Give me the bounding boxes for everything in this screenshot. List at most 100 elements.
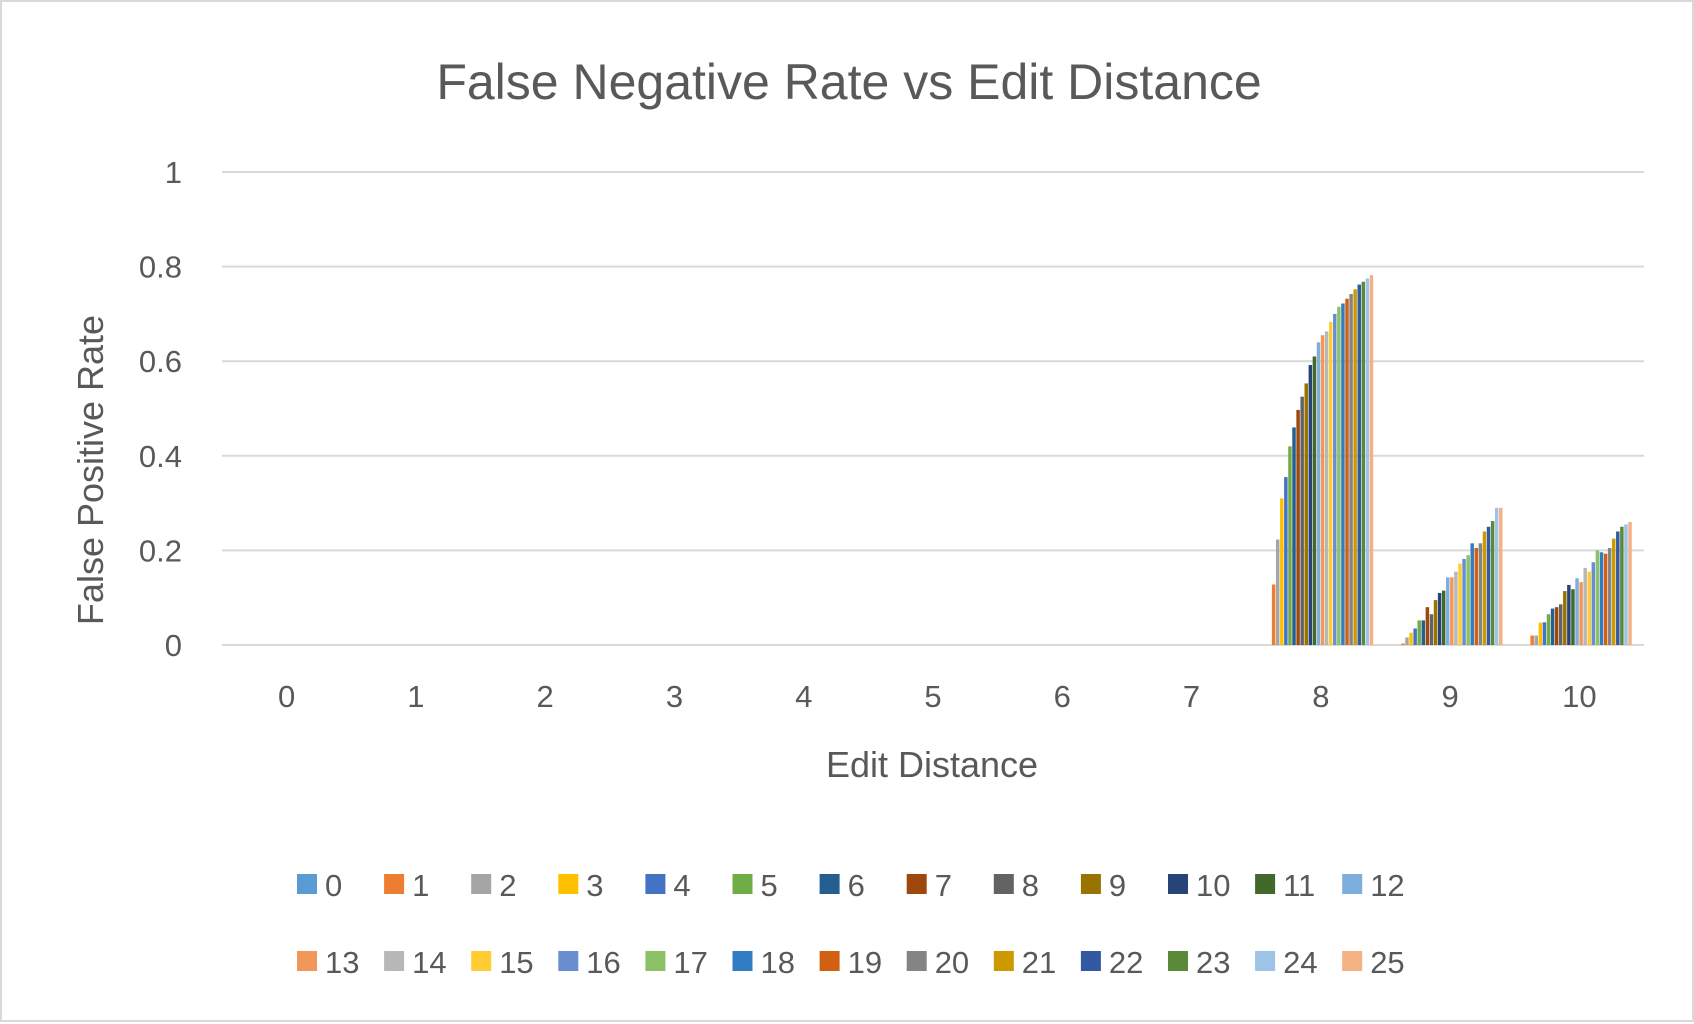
bar-series-22-cat-10 xyxy=(1616,531,1620,645)
legend-label: 11 xyxy=(1283,868,1315,903)
bar-series-24-cat-10 xyxy=(1624,524,1628,645)
bar-series-12-cat-9 xyxy=(1446,577,1450,645)
legend-item: 11 xyxy=(1255,868,1315,903)
legend-item: 0 xyxy=(297,868,342,903)
bar-series-8-cat-8 xyxy=(1300,396,1304,645)
legend-label: 20 xyxy=(935,945,969,980)
bar-series-16-cat-10 xyxy=(1591,562,1596,645)
bar-series-14-cat-10 xyxy=(1583,567,1587,645)
y-tick-label: 0 xyxy=(165,628,182,663)
legend-item: 14 xyxy=(384,945,447,980)
legend-label: 22 xyxy=(1109,945,1143,980)
legend-item: 16 xyxy=(558,945,621,980)
legend-label: 19 xyxy=(848,945,882,980)
bar-series-13-cat-10 xyxy=(1579,582,1583,645)
bar-series-17-cat-9 xyxy=(1466,555,1470,645)
bar-series-14-cat-9 xyxy=(1454,571,1458,645)
bar-series-1-cat-9 xyxy=(1401,643,1405,645)
legend-swatch xyxy=(1342,874,1363,894)
bar-series-10-cat-8 xyxy=(1308,364,1313,645)
legend-label: 4 xyxy=(673,868,690,903)
x-tick-label: 3 xyxy=(666,679,683,714)
bar-series-13-cat-9 xyxy=(1450,577,1454,645)
legend-swatch xyxy=(1342,951,1363,971)
legend-label: 24 xyxy=(1283,945,1317,980)
legend-label: 2 xyxy=(499,868,516,903)
legend-item: 15 xyxy=(471,945,534,980)
bar-series-1-cat-8 xyxy=(1271,584,1276,645)
bar-series-22-cat-9 xyxy=(1486,526,1491,645)
bar-series-7-cat-10 xyxy=(1554,607,1559,645)
y-axis-ticks: 0 0.2 0.4 0.6 0.8 1 xyxy=(139,155,182,663)
legend-item: 5 xyxy=(732,868,778,903)
legend-label: 10 xyxy=(1196,868,1230,903)
bar-series-3-cat-10 xyxy=(1538,622,1543,645)
bar-series-15-cat-8 xyxy=(1328,321,1333,645)
bar-series-5-cat-10 xyxy=(1546,614,1551,645)
legend-item: 1 xyxy=(384,868,429,903)
legend-item: 3 xyxy=(558,868,604,903)
bar-series-6-cat-9 xyxy=(1421,620,1426,645)
legend-swatch xyxy=(384,874,405,894)
legend-label: 21 xyxy=(1022,945,1056,980)
bar-series-21-cat-9 xyxy=(1482,531,1487,645)
legend-swatch xyxy=(1168,951,1188,971)
x-tick-label: 10 xyxy=(1562,679,1596,714)
bar-series-15-cat-9 xyxy=(1458,563,1462,645)
bar-series-21-cat-8 xyxy=(1353,289,1357,645)
legend-label: 8 xyxy=(1022,868,1039,903)
legend-swatch xyxy=(558,951,579,971)
bar-series-25-cat-10 xyxy=(1628,522,1632,645)
legend-item: 12 xyxy=(1342,868,1405,903)
legend-item: 21 xyxy=(993,945,1056,980)
bar-series-13-cat-8 xyxy=(1320,335,1325,645)
legend-swatch xyxy=(471,951,492,971)
legend-swatch xyxy=(1255,951,1276,971)
legend-label: 15 xyxy=(499,945,533,980)
bar-series-2-cat-10 xyxy=(1534,635,1538,645)
legend-swatch xyxy=(993,951,1014,971)
legend-item: 17 xyxy=(645,945,708,980)
legend-swatch xyxy=(384,951,405,971)
bar-series-3-cat-9 xyxy=(1409,632,1413,645)
legend-item: 22 xyxy=(1080,945,1143,980)
bar-series-20-cat-9 xyxy=(1478,543,1483,645)
legend-swatch xyxy=(297,951,317,971)
legend-swatch xyxy=(558,874,579,894)
legend-label: 7 xyxy=(935,868,952,903)
legend-label: 25 xyxy=(1370,945,1404,980)
legend-label: 3 xyxy=(586,868,603,903)
bar-series-18-cat-10 xyxy=(1599,552,1604,645)
bar-series-9-cat-9 xyxy=(1433,600,1438,645)
x-tick-label: 2 xyxy=(537,679,554,714)
bar-series-10-cat-9 xyxy=(1437,592,1442,645)
legend-label: 18 xyxy=(761,945,795,980)
bar-series-2-cat-9 xyxy=(1405,637,1409,645)
bar-series-14-cat-8 xyxy=(1324,331,1329,645)
bar-series-16-cat-8 xyxy=(1333,313,1337,645)
bar-series-22-cat-8 xyxy=(1357,284,1361,645)
legend-item: 23 xyxy=(1168,945,1230,980)
bar-series-21-cat-10 xyxy=(1611,538,1616,645)
legend-item: 19 xyxy=(819,945,882,980)
x-tick-label: 6 xyxy=(1054,679,1071,714)
bar-series-23-cat-9 xyxy=(1490,521,1495,645)
legend-label: 6 xyxy=(848,868,865,903)
x-tick-label: 5 xyxy=(924,679,941,714)
legend-swatch xyxy=(1080,874,1101,894)
bar-series-4-cat-8 xyxy=(1284,477,1288,645)
legend-label: 9 xyxy=(1109,868,1126,903)
legend-item: 7 xyxy=(906,868,952,903)
legend-label: 17 xyxy=(673,945,707,980)
legend-item: 8 xyxy=(993,868,1039,903)
x-tick-label: 4 xyxy=(795,679,812,714)
legend-swatch xyxy=(819,874,840,894)
legend-item: 2 xyxy=(471,868,516,903)
legend-swatch xyxy=(1255,874,1276,894)
bar-series-19-cat-10 xyxy=(1603,553,1608,645)
legend-item: 25 xyxy=(1342,945,1405,980)
bar-series-11-cat-10 xyxy=(1571,589,1575,645)
bar-series-11-cat-9 xyxy=(1441,590,1446,645)
